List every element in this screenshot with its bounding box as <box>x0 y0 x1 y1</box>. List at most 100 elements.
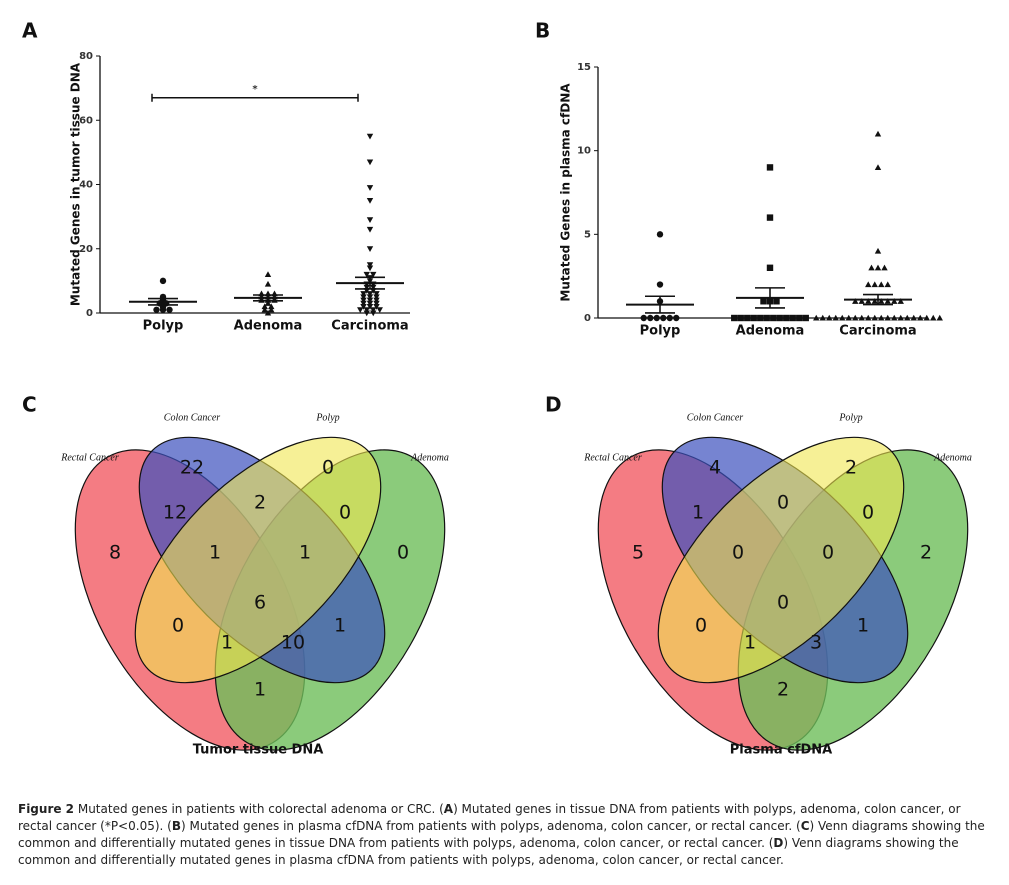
data-point <box>865 314 872 321</box>
region-count: 0 <box>339 502 351 524</box>
data-point <box>366 226 374 233</box>
set-label: Polyp <box>838 412 862 423</box>
region-count: 12 <box>163 502 187 524</box>
data-point <box>370 310 377 317</box>
y-tick-label: 40 <box>79 180 93 191</box>
data-point <box>858 314 865 321</box>
region-count: 1 <box>334 615 346 637</box>
y-axis-label: Mutated Genes in tumor tissue DNA <box>69 62 83 306</box>
data-point <box>373 294 380 301</box>
y-tick-label: 0 <box>584 313 591 324</box>
data-point <box>366 198 374 204</box>
panel-label: D <box>545 393 562 417</box>
data-point <box>819 314 826 321</box>
data-point <box>763 314 770 322</box>
data-point <box>766 214 774 221</box>
caption-bold: C <box>800 819 810 833</box>
data-point <box>366 297 374 304</box>
set-label: Adenoma <box>933 452 972 463</box>
region-count: 0 <box>822 542 834 564</box>
data-point <box>865 298 872 304</box>
data-point <box>891 314 898 321</box>
x-tick-label: Polyp <box>640 324 681 339</box>
venn-d-shapes <box>597 436 969 751</box>
region-count: 0 <box>732 542 744 564</box>
data-point <box>360 300 367 307</box>
data-point <box>766 164 774 171</box>
region-count: 0 <box>862 502 874 524</box>
data-point <box>366 217 374 224</box>
panel-label: B <box>535 19 550 43</box>
data-point <box>874 247 882 254</box>
venn-title: Tumor tissue DNA <box>193 743 324 758</box>
data-point <box>370 271 377 278</box>
data-point <box>871 314 878 321</box>
data-point <box>360 304 367 310</box>
set-label: Adenoma <box>410 452 449 463</box>
caption-bold: B <box>171 819 181 833</box>
region-count: 1 <box>744 632 756 654</box>
y-tick-label: 10 <box>577 146 591 157</box>
panel-label: A <box>22 19 38 43</box>
region-count: 0 <box>777 492 789 514</box>
data-point <box>261 306 268 313</box>
data-point <box>656 231 664 238</box>
data-point <box>770 314 777 322</box>
data-point <box>373 300 380 307</box>
y-tick-label: 60 <box>79 115 93 126</box>
y-tick-label: 15 <box>577 62 591 73</box>
data-point <box>884 298 891 304</box>
data-point <box>673 314 680 322</box>
y-tick-label: 0 <box>86 308 93 319</box>
data-point <box>370 284 377 291</box>
data-point <box>268 303 275 310</box>
region-count: 2 <box>254 492 266 514</box>
data-point <box>653 314 660 322</box>
set-label: Polyp <box>315 412 339 423</box>
polyp-set <box>134 436 382 684</box>
data-point <box>666 314 673 322</box>
data-point <box>360 291 367 297</box>
data-point <box>874 130 882 137</box>
data-point <box>884 281 891 288</box>
data-point <box>366 304 374 310</box>
data-point <box>366 246 374 252</box>
region-count: 2 <box>777 679 789 701</box>
caption-text: ) Venn diagrams showing the common and d… <box>18 836 959 867</box>
region-count: 4 <box>709 457 721 479</box>
data-point <box>802 314 809 322</box>
region-count: 0 <box>695 615 707 637</box>
region-count: 0 <box>172 615 184 637</box>
data-point <box>264 280 272 287</box>
data-point <box>363 307 370 313</box>
data-point <box>268 306 275 313</box>
venn-c-shapes <box>74 436 446 751</box>
region-count: 0 <box>777 592 789 614</box>
caption-text: ) Mutated genes in tissue DNA from patie… <box>18 802 961 833</box>
region-count: 1 <box>692 502 704 524</box>
data-point <box>796 314 803 322</box>
significance-mark: * <box>252 84 258 95</box>
data-point <box>363 271 370 278</box>
data-point <box>363 310 370 317</box>
data-point <box>264 300 272 306</box>
data-point <box>757 314 764 322</box>
data-point <box>159 306 167 313</box>
region-count: 5 <box>632 542 644 564</box>
x-tick-label: Adenoma <box>736 324 805 339</box>
data-point <box>656 281 664 288</box>
region-count: 0 <box>322 457 334 479</box>
caption-bold: Figure 2 <box>18 802 75 816</box>
caption-bold: D <box>773 836 784 850</box>
data-point <box>264 271 272 278</box>
figure-caption: Figure 2 Mutated genes in patients with … <box>18 801 996 869</box>
data-point <box>832 314 839 321</box>
data-point <box>373 297 380 304</box>
data-point <box>904 314 911 321</box>
data-point <box>858 298 865 304</box>
caption-text: ) Venn diagrams showing the common and d… <box>18 819 985 850</box>
region-count: 1 <box>221 632 233 654</box>
data-point <box>897 298 904 304</box>
data-point <box>865 281 872 288</box>
